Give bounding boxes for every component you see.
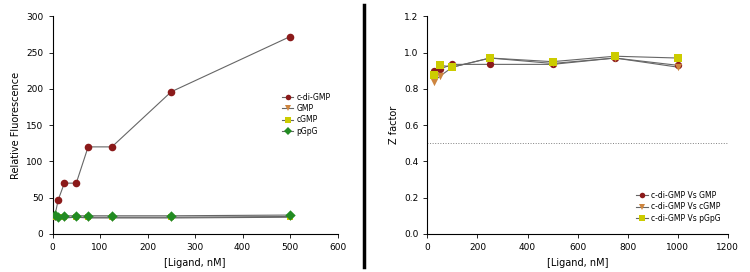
Legend: c-di-GMP Vs GMP, c-di-GMP Vs cGMP, c-di-GMP Vs pGpG: c-di-GMP Vs GMP, c-di-GMP Vs cGMP, c-di-…	[634, 188, 724, 226]
Legend: c-di-GMP, GMP, cGMP, pGpG: c-di-GMP, GMP, cGMP, pGpG	[279, 90, 334, 139]
Point	[547, 60, 559, 64]
Point	[58, 216, 70, 220]
Point	[446, 62, 458, 67]
Point	[106, 145, 118, 149]
Point	[165, 89, 177, 94]
Point	[165, 215, 177, 220]
Point	[284, 214, 296, 219]
Point	[49, 213, 61, 217]
Point	[484, 62, 496, 67]
Point	[70, 215, 82, 220]
Point	[70, 214, 82, 218]
Y-axis label: Relative Fluorescence: Relative Fluorescence	[10, 72, 21, 179]
Point	[49, 215, 61, 220]
Point	[671, 56, 683, 60]
Point	[49, 214, 61, 219]
Point	[53, 215, 64, 220]
X-axis label: [Ligand, nM]: [Ligand, nM]	[164, 258, 226, 267]
Point	[434, 63, 446, 67]
Point	[427, 73, 439, 78]
Point	[484, 56, 496, 60]
Point	[165, 216, 177, 220]
Point	[58, 214, 70, 218]
Point	[53, 198, 64, 202]
Point	[427, 69, 439, 73]
Point	[70, 181, 82, 185]
Point	[82, 215, 94, 220]
Point	[547, 61, 559, 66]
Point	[609, 54, 621, 58]
Point	[82, 216, 94, 220]
Point	[106, 216, 118, 220]
Point	[53, 214, 64, 219]
Point	[427, 79, 439, 84]
Point	[49, 214, 61, 218]
Point	[284, 213, 296, 217]
Point	[671, 63, 683, 67]
Point	[609, 56, 621, 60]
Point	[609, 56, 621, 60]
Point	[547, 62, 559, 67]
Point	[671, 65, 683, 69]
Point	[106, 214, 118, 218]
Point	[446, 65, 458, 69]
Point	[53, 216, 64, 220]
Point	[284, 215, 296, 220]
Point	[58, 181, 70, 185]
Point	[284, 35, 296, 39]
X-axis label: [Ligand, nM]: [Ligand, nM]	[547, 258, 608, 267]
Point	[165, 214, 177, 218]
Point	[434, 67, 446, 71]
Point	[106, 215, 118, 220]
Point	[82, 214, 94, 218]
Point	[484, 56, 496, 60]
Point	[70, 215, 82, 220]
Y-axis label: Z factor: Z factor	[388, 106, 398, 144]
Point	[82, 145, 94, 149]
Point	[434, 74, 446, 78]
Point	[446, 65, 458, 69]
Point	[58, 215, 70, 220]
